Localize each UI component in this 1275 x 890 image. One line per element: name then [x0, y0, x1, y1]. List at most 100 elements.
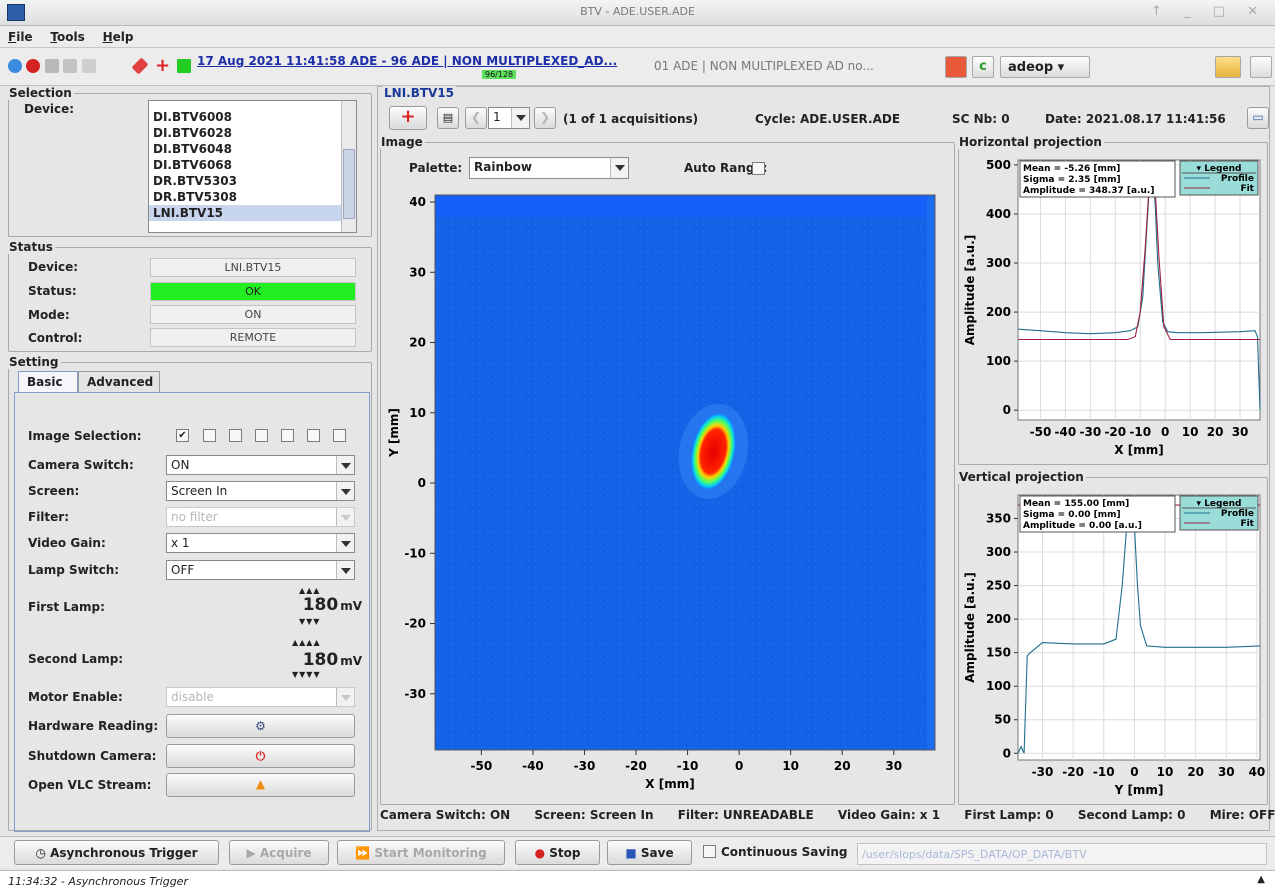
second-lamp-value[interactable]: 180 mV	[302, 650, 362, 670]
screen-select[interactable]: Screen In	[166, 481, 355, 501]
list-item[interactable]	[149, 101, 356, 109]
open-vlc-button[interactable]: ▲	[166, 773, 355, 797]
list-item[interactable]: DR.BTV5303	[153, 174, 237, 188]
status-filter: Filter: UNREADABLE	[677, 808, 814, 822]
horizontal-projection-title: Horizontal projection	[959, 135, 1102, 149]
start-monitoring-button[interactable]: ⏩ Start Monitoring	[337, 840, 505, 865]
filter-select[interactable]: no filter	[166, 507, 355, 527]
save-image-icon[interactable]: ▤	[437, 107, 459, 129]
vertical-projection-chart[interactable]: -30 -20 -10 0 10 20 30 40 0 50 100 150 200 250 300 350 M…	[958, 485, 1268, 805]
second-lamp-increase-icon[interactable]: ▲▲▲▲	[292, 638, 321, 647]
save-button[interactable]: ■ Save	[607, 840, 692, 865]
list-item[interactable]: DI.BTV6048	[153, 142, 233, 156]
app-icon	[7, 4, 25, 21]
auto-range-checkbox[interactable]	[752, 162, 765, 175]
device-list[interactable]: DI.BTV6008 DI.BTV6028 DI.BTV6048 DI.BTV6…	[148, 100, 357, 233]
y-tick-label: 400	[986, 207, 1011, 221]
legend-title: ▾ Legend	[1197, 499, 1242, 509]
timing-ticker[interactable]: 17 Aug 2021 11:41:58 ADE - 96 ADE | NON …	[197, 54, 618, 68]
legend-entry: Profile	[1221, 174, 1254, 184]
lamp-switch-label: Lamp Switch:	[28, 563, 120, 577]
image-panel: Image	[380, 135, 955, 805]
x-tick-label: -30	[1032, 765, 1054, 779]
vertical-projection-title: Vertical projection	[959, 470, 1084, 484]
x-tick-label: 30	[1218, 765, 1235, 779]
comment-icon[interactable]: ▭	[1247, 107, 1269, 129]
image-selection-checkbox-1[interactable]: ✔	[176, 429, 189, 442]
device-panel	[377, 86, 1270, 831]
stats-line: Sigma = 0.00 [mm]	[1023, 510, 1121, 520]
y-tick-label: 500	[986, 158, 1011, 172]
list-item[interactable]: DR.BTV5308	[153, 190, 237, 204]
secondary-ticker: 01 ADE | NON MULTIPLEXED AD no...	[654, 59, 874, 73]
x-tick-label: 20	[1207, 425, 1224, 439]
window-title: BTV - ADE.USER.ADE	[580, 5, 695, 18]
menu-file[interactable]: File	[8, 30, 33, 44]
scroll-thumb[interactable]	[343, 149, 355, 219]
add-icon[interactable]: +	[155, 55, 171, 76]
image-selection-checkbox-7[interactable]	[333, 429, 346, 442]
previous-icon[interactable]: ❮	[465, 107, 487, 129]
image-selection-checkbox-2[interactable]	[203, 429, 216, 442]
shutdown-camera-label: Shutdown Camera:	[28, 749, 157, 763]
second-lamp-decrease-icon[interactable]: ▼▼▼▼	[292, 670, 321, 679]
continuous-saving-checkbox[interactable]	[703, 845, 716, 858]
x-tick-label: 40	[1249, 765, 1266, 779]
tab-advanced[interactable]: Advanced	[78, 371, 160, 393]
acquire-button[interactable]: ▶ Acquire	[229, 840, 329, 865]
tab-basic[interactable]: Basic	[18, 371, 78, 393]
settings-icon[interactable]	[1250, 56, 1272, 78]
play-icon[interactable]	[45, 59, 59, 73]
image-chart[interactable]: -50 -40 -30 -20 -10 0 10 20 30 40 30 20 10 0 -10 -20 -30…	[380, 180, 955, 805]
x-tick-label: -10	[1093, 765, 1115, 779]
status-panel: Status	[8, 240, 372, 352]
stop-icon[interactable]	[26, 59, 40, 73]
clock-icon[interactable]	[8, 59, 22, 73]
next-icon[interactable]: ❯	[534, 107, 556, 129]
menu-tools[interactable]: Tools	[50, 30, 85, 44]
status-value: OK	[150, 282, 356, 301]
camera-switch-select[interactable]: ON	[166, 455, 355, 475]
device-list-scrollbar[interactable]	[341, 101, 356, 232]
image-selection-checkbox-6[interactable]	[307, 429, 320, 442]
hardware-reading-button[interactable]: ⚙	[166, 714, 355, 738]
palette-select[interactable]: Rainbow	[469, 157, 629, 179]
chevron-up-icon[interactable]: ▲	[1257, 874, 1265, 885]
shutdown-camera-button[interactable]: ⏻	[166, 744, 355, 768]
first-lamp-decrease-icon[interactable]: ▼▼▼	[299, 617, 321, 626]
list-item-selected[interactable]: LNI.BTV15	[149, 205, 356, 221]
refresh-icon[interactable]: c	[972, 56, 994, 78]
vlc-cone-icon: ▲	[255, 777, 266, 791]
x-tick-label: -40	[1055, 425, 1077, 439]
x-tick-label: -50	[471, 759, 493, 773]
menu-help[interactable]: Help	[102, 30, 134, 44]
first-lamp-value[interactable]: 180 mV	[302, 595, 362, 615]
y-tick-label: -10	[404, 546, 426, 560]
window-controls[interactable]: ↑ _ □ ✕	[1151, 4, 1267, 19]
stop-button[interactable]: ● Stop	[515, 840, 600, 865]
user-selector[interactable]: adeop ▾	[1000, 56, 1090, 78]
list-item[interactable]: DI.BTV6068	[153, 158, 233, 172]
image-selection-checkbox-5[interactable]	[281, 429, 294, 442]
y-tick-label: 250	[986, 579, 1011, 593]
lamp-switch-select[interactable]: OFF	[166, 560, 355, 580]
acquisition-index-select[interactable]: 1	[488, 107, 530, 129]
image-selection-checkbox-4[interactable]	[255, 429, 268, 442]
power-icon[interactable]	[945, 56, 967, 78]
x-tick-label: 0	[1130, 765, 1138, 779]
motor-enable-select[interactable]: disable	[166, 687, 355, 707]
eraser-icon[interactable]	[131, 57, 149, 75]
image-selection-checkbox-3[interactable]	[229, 429, 242, 442]
next-icon[interactable]	[82, 59, 96, 73]
add-button[interactable]: +	[389, 106, 427, 130]
list-item[interactable]: DI.BTV6028	[153, 126, 233, 140]
folder-icon[interactable]	[1215, 56, 1241, 78]
list-item[interactable]: DI.BTV6008	[153, 110, 233, 124]
step-icon[interactable]	[63, 59, 77, 73]
first-lamp-increase-icon[interactable]: ▲▲▲	[299, 586, 321, 595]
image-area[interactable]	[435, 195, 935, 750]
video-gain-select[interactable]: x 1	[166, 533, 355, 553]
save-path-field[interactable]: /user/slops/data/SPS_DATA/OP_DATA/BTV	[857, 843, 1267, 865]
asynchronous-trigger-button[interactable]: ◷ Asynchronous Trigger	[14, 840, 219, 865]
